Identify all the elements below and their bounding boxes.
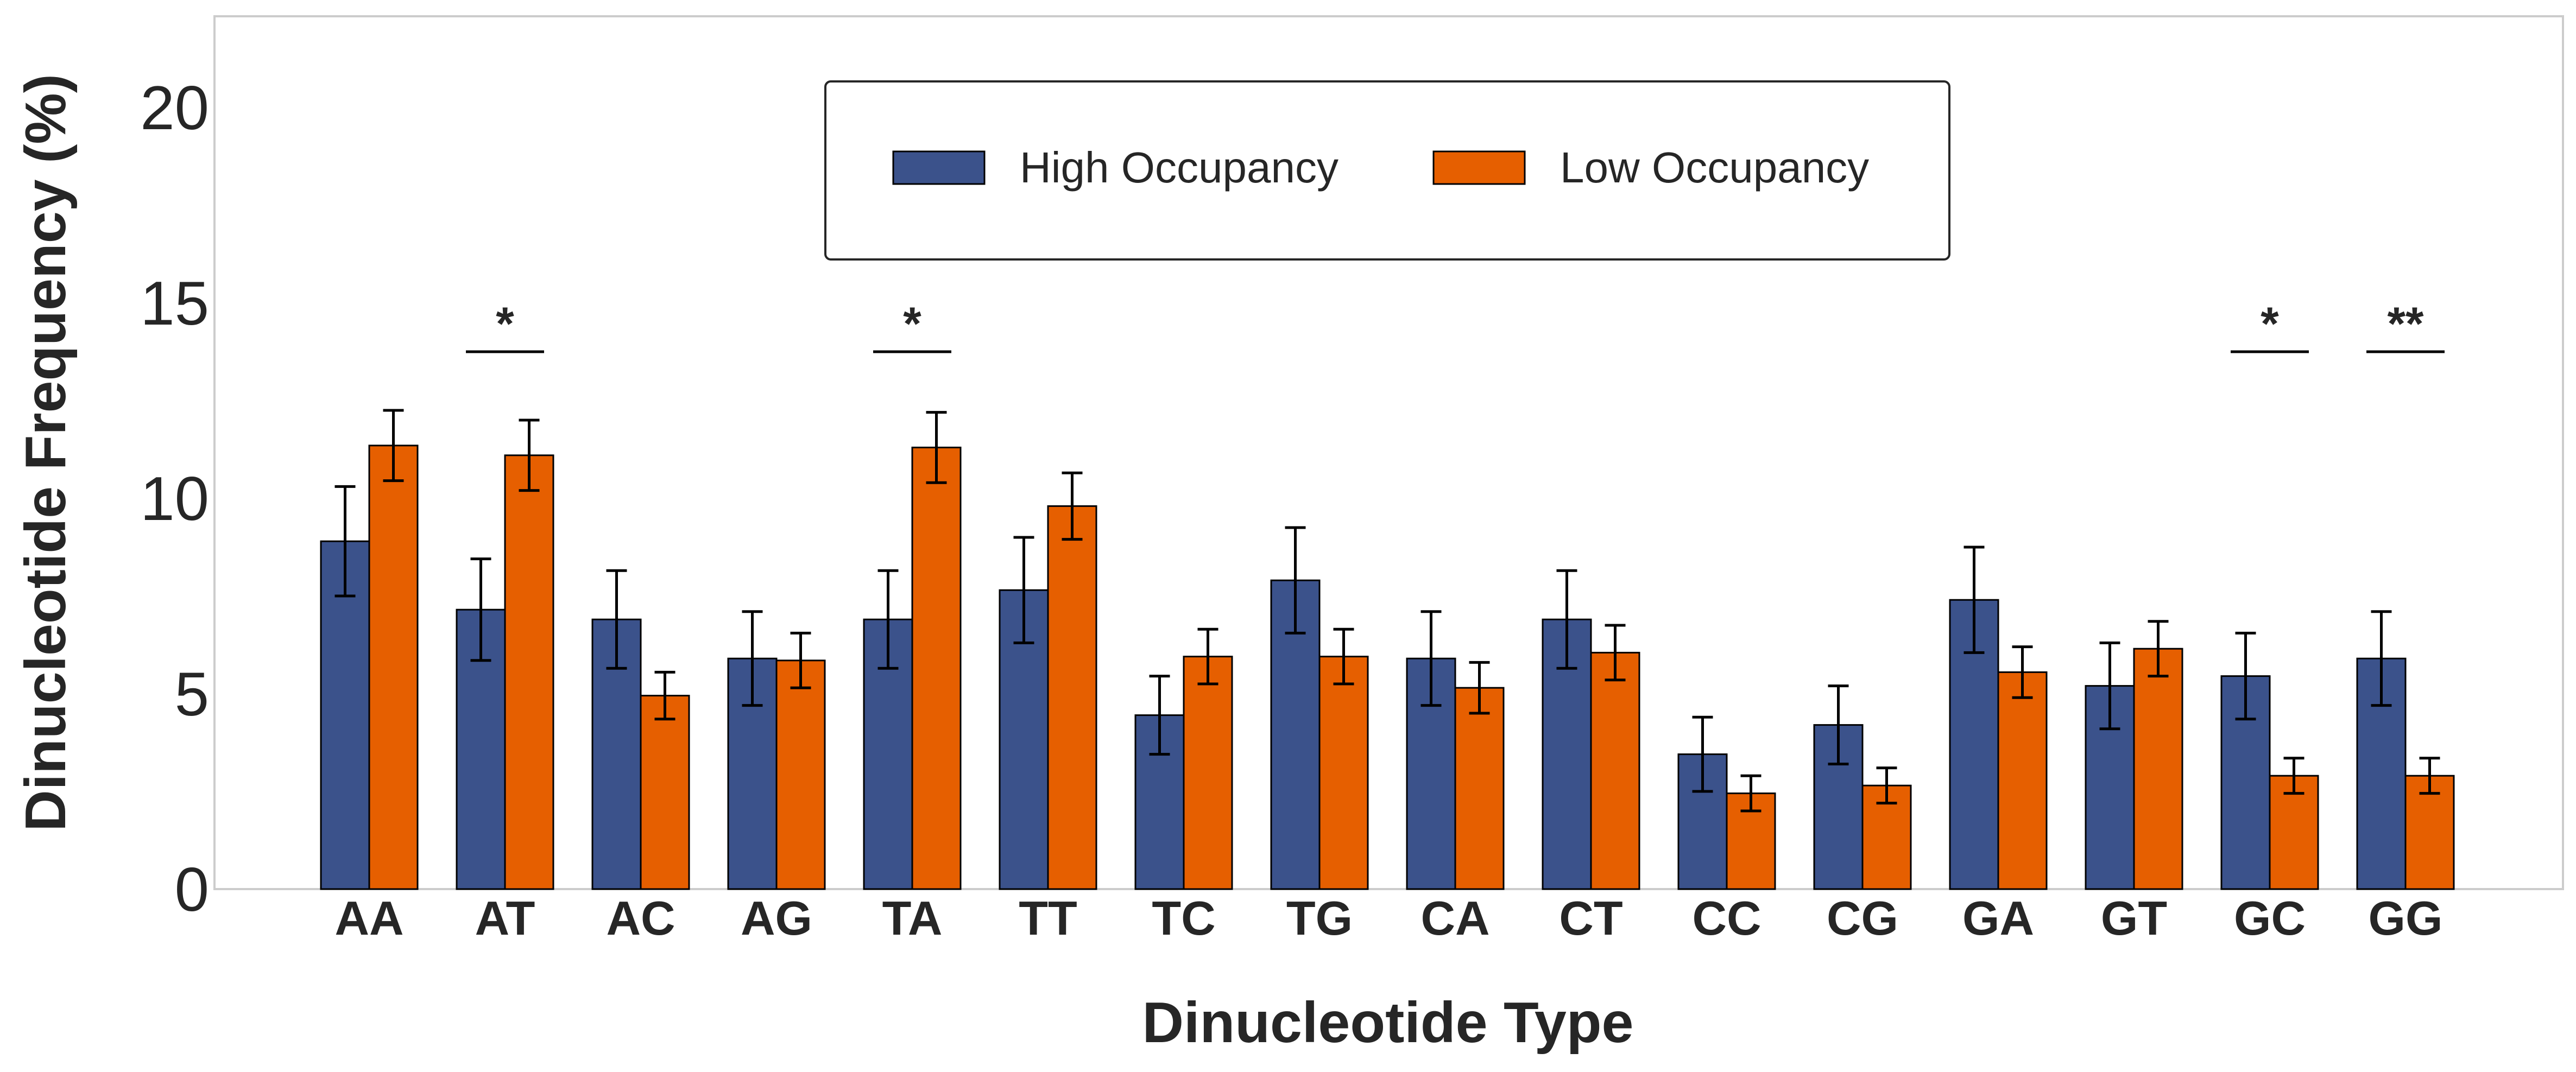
- error-bar-high-occupancy-ac: [606, 569, 627, 670]
- x-tick-label-at: AT: [475, 891, 535, 945]
- error-bar-low-occupancy-aa: [383, 409, 404, 483]
- legend: High Occupancy Low Occupancy: [824, 80, 1950, 261]
- bar-low-occupancy-ta: [911, 446, 962, 890]
- error-bar-high-occupancy-cc: [1692, 715, 1713, 793]
- legend-label-low-occupancy: Low Occupancy: [1560, 143, 1869, 192]
- bar-low-occupancy-gt: [2133, 648, 2183, 890]
- bar-low-occupancy-tc: [1183, 656, 1233, 890]
- bar-low-occupancy-ga: [1997, 671, 2048, 890]
- error-bar-low-occupancy-ac: [654, 670, 675, 721]
- x-tick-label-ta: TA: [882, 891, 943, 945]
- error-bar-low-occupancy-cg: [1876, 766, 1897, 805]
- error-bar-low-occupancy-ga: [2012, 645, 2033, 699]
- x-tick-label-tc: TC: [1152, 891, 1215, 945]
- error-bar-low-occupancy-ag: [790, 631, 811, 689]
- legend-label-high-occupancy: High Occupancy: [1020, 143, 1338, 192]
- error-bar-low-occupancy-ct: [1605, 624, 1626, 682]
- error-bar-high-occupancy-ag: [742, 610, 763, 707]
- x-tick-label-cc: CC: [1692, 891, 1761, 945]
- x-tick-label-ct: CT: [1559, 891, 1622, 945]
- error-bar-high-occupancy-aa: [334, 485, 356, 598]
- error-bar-low-occupancy-ca: [1469, 661, 1490, 715]
- x-tick-label-ca: CA: [1420, 891, 1489, 945]
- x-tick-label-gg: GG: [2369, 891, 2443, 945]
- x-tick-label-ga: GA: [1962, 891, 2034, 945]
- x-tick-label-tt: TT: [1019, 891, 1077, 945]
- error-bar-low-occupancy-gg: [2419, 757, 2440, 795]
- x-tick-label-ac: AC: [606, 891, 675, 945]
- error-bars-layer: [334, 409, 2440, 813]
- legend-box: [824, 80, 1950, 261]
- bar-low-occupancy-tt: [1047, 505, 1097, 890]
- error-bar-high-occupancy-ca: [1420, 610, 1442, 707]
- bar-low-occupancy-tg: [1318, 656, 1369, 890]
- y-tick-label-10: 10: [140, 465, 209, 534]
- error-bar-high-occupancy-ta: [877, 569, 899, 670]
- y-axis-title: Dinucleotide Frequency (%): [14, 74, 78, 832]
- x-tick-label-ag: AG: [741, 891, 812, 945]
- error-bar-low-occupancy-ta: [926, 411, 947, 484]
- legend-swatch-low-occupancy: [1432, 150, 1526, 185]
- bar-low-occupancy-ag: [775, 659, 826, 890]
- y-tick-label-15: 15: [140, 269, 209, 338]
- significance-layer: * * * **: [466, 298, 2445, 353]
- error-bar-high-occupancy-tc: [1149, 675, 1170, 756]
- error-bar-high-occupancy-gc: [2235, 631, 2256, 721]
- x-tick-labels: AA AT AC AG TA TT TC TG CA CT CC CG GA GT GC GG: [334, 891, 2442, 945]
- x-tick-label-gt: GT: [2101, 891, 2167, 945]
- error-bar-high-occupancy-gt: [2099, 641, 2120, 731]
- error-bar-high-occupancy-tt: [1013, 536, 1034, 644]
- error-bar-low-occupancy-tg: [1333, 627, 1354, 686]
- error-bar-low-occupancy-tt: [1062, 471, 1083, 541]
- significance-marker-at: *: [496, 298, 514, 350]
- bar-low-occupancy-ca: [1454, 687, 1505, 890]
- significance-marker-ta: *: [903, 298, 921, 350]
- x-tick-label-gc: GC: [2234, 891, 2306, 945]
- error-bar-high-occupancy-gg: [2371, 610, 2392, 707]
- y-tick-labels: 0 5 10 15 20: [140, 74, 209, 924]
- bar-low-occupancy-ac: [640, 695, 690, 890]
- bar-high-occupancy-aa: [320, 540, 370, 890]
- y-tick-label-5: 5: [175, 660, 209, 729]
- x-tick-label-cg: CG: [1827, 891, 1898, 945]
- x-axis-title: Dinucleotide Type: [1142, 991, 1633, 1055]
- bar-low-occupancy-at: [504, 454, 554, 890]
- bar-low-occupancy-aa: [368, 445, 419, 890]
- y-tick-label-0: 0: [175, 855, 209, 924]
- x-tick-label-aa: AA: [334, 891, 403, 945]
- legend-swatch-high-occupancy: [892, 150, 986, 185]
- error-bar-high-occupancy-at: [470, 557, 491, 662]
- error-bar-low-occupancy-cc: [1740, 774, 1761, 813]
- x-tick-label-tg: TG: [1286, 891, 1353, 945]
- significance-marker-gg: **: [2388, 298, 2424, 350]
- error-bar-low-occupancy-at: [519, 418, 540, 492]
- error-bar-low-occupancy-gt: [2148, 620, 2169, 678]
- y-tick-label-20: 20: [140, 74, 209, 143]
- bar-low-occupancy-ct: [1590, 651, 1640, 890]
- error-bar-high-occupancy-cg: [1828, 684, 1849, 766]
- error-bar-low-occupancy-gc: [2283, 757, 2304, 795]
- error-bar-high-occupancy-ga: [1963, 545, 1985, 654]
- error-bar-high-occupancy-ct: [1556, 569, 1577, 670]
- significance-marker-gc: *: [2261, 298, 2279, 350]
- error-bar-low-occupancy-tc: [1197, 627, 1218, 686]
- error-bar-high-occupancy-tg: [1285, 526, 1306, 635]
